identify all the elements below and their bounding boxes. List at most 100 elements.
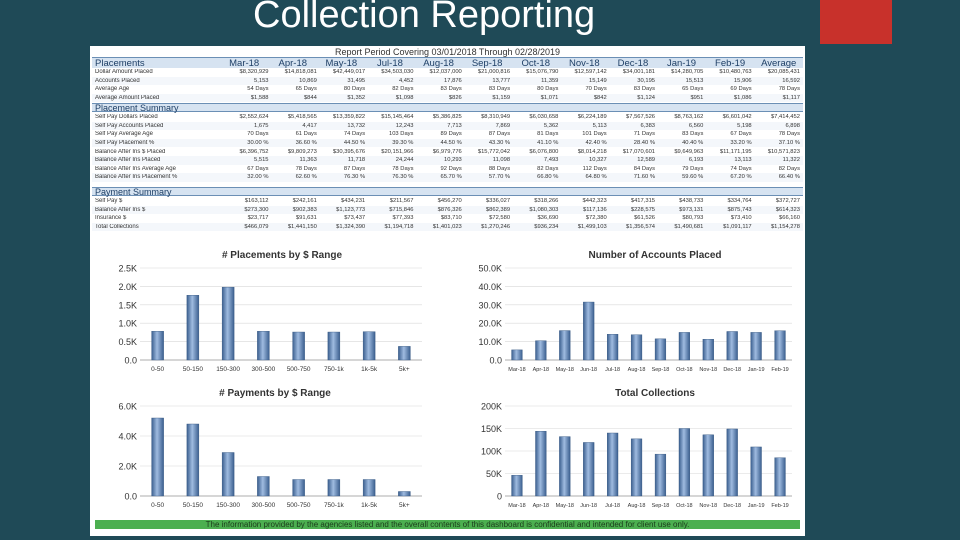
table-cell: 83 Days: [682, 131, 704, 138]
y-tick-label: 40.0K: [478, 282, 502, 292]
table-cell: 43.30 %: [488, 140, 511, 147]
bar: [257, 331, 270, 361]
table-cell: 44.50 %: [343, 140, 366, 147]
table-cell: $42,449,017: [332, 69, 366, 76]
table-cell: $336,027: [485, 198, 511, 205]
table-row: Balance After Ins $ Placed $6,396,752 $9,8…: [92, 147, 803, 156]
table-cell: 28.40 %: [633, 140, 656, 147]
table-cell: $30,395,676: [332, 148, 366, 155]
table-row: Self Pay $ $163,112 $242,161 $434,231 $211,5…: [92, 197, 803, 206]
bar: [630, 334, 643, 361]
bar: [151, 331, 164, 361]
table-cell: 24,244: [395, 157, 414, 164]
chart-title: # Placements by $ Range: [222, 250, 342, 261]
x-tick-label: Mar-18: [508, 503, 525, 509]
bar: [702, 339, 714, 361]
table-row: Average Amount Placed $1,588 $844 $1,352 $1,…: [92, 93, 803, 103]
x-tick-label: Nov-18: [699, 503, 717, 509]
table-row: Self Pay Dollars Placed $2,552,624 $5,418,…: [92, 113, 803, 122]
table-cell: 66.80 %: [537, 174, 559, 181]
table-cell: 13,732: [347, 122, 366, 129]
bar: [186, 295, 200, 361]
table-cell: 40.40 %: [682, 140, 704, 147]
table-cell: 15,513: [685, 77, 704, 84]
y-tick-label: 1.5K: [118, 300, 137, 310]
x-tick-label: 0-50: [151, 366, 164, 373]
x-tick-label: 150-300: [216, 502, 240, 509]
table-cell: $8,310,949: [481, 114, 511, 121]
table-cell: 67 Days: [730, 131, 752, 138]
x-tick-label: 5k+: [399, 366, 410, 373]
table-cell: 11,718: [347, 157, 366, 164]
table-cell: 37.10 %: [778, 140, 800, 147]
total-collections-chart: Total Collections 0 50K 100K 150K 200K Mar-18 A…: [481, 388, 792, 509]
table-cell: $10,571,823: [767, 148, 800, 155]
table-cell: 41.10 %: [537, 140, 559, 147]
table-cell: $417,315: [630, 198, 656, 205]
bar: [559, 436, 571, 497]
table-cell: 65.70 %: [440, 174, 462, 181]
table-cell: 76.30 %: [343, 174, 366, 181]
table-cell: 92 Days: [440, 165, 462, 172]
table-row: Balance After Ins Average Age 67 Days 78 D…: [92, 164, 803, 174]
x-tick-label: 750-1k: [324, 502, 345, 509]
table-cell: $163,112: [244, 198, 269, 205]
bar: [583, 442, 595, 497]
x-tick-label: Apr-18: [533, 367, 550, 373]
bar: [726, 428, 738, 497]
placement-summary-header: Placement Summary: [92, 103, 803, 113]
table-cell: $6,030,658: [529, 114, 559, 121]
table-row: Self Pay Average Age 70 Days 61 Days 74 Day…: [92, 130, 803, 139]
x-tick-label: Dec-18: [723, 503, 741, 509]
table-cell: $1,324,390: [336, 224, 366, 231]
x-tick-label: Nov-18: [699, 367, 717, 373]
bar: [362, 331, 376, 361]
table-cell: $10,480,763: [719, 69, 752, 76]
table-cell: $1,091,117: [723, 224, 752, 231]
bar: [678, 428, 690, 497]
column-header: Jan-19: [666, 57, 697, 69]
y-tick-label: 0.0: [124, 356, 137, 366]
table-cell: $951: [690, 95, 704, 102]
table-cell: 36.60 %: [295, 140, 317, 147]
x-tick-label: Aug-18: [628, 503, 646, 509]
table-cell: $8,320,929: [239, 69, 269, 76]
table-cell: 7,493: [543, 157, 559, 164]
table-cell: $1,194,718: [384, 224, 414, 231]
table-cell: $228,575: [630, 206, 656, 213]
confidentiality-footer: The information provided by the agencies…: [95, 520, 800, 529]
table-cell: 5,153: [254, 77, 269, 84]
x-tick-label: 5k+: [399, 502, 410, 509]
table-cell: $1,080,303: [529, 206, 559, 213]
table-cell: 87 Days: [488, 131, 511, 138]
y-tick-label: 0.0: [489, 356, 502, 366]
table-cell: $9,809,273: [287, 148, 317, 155]
row-label: Dollar Amount Placed: [95, 69, 153, 76]
table-cell: 1,675: [254, 122, 269, 129]
y-tick-label: 100K: [481, 447, 502, 457]
bar: [535, 340, 547, 361]
table-cell: $715,846: [389, 206, 414, 213]
bar: [535, 431, 547, 497]
x-tick-label: 0-50: [151, 502, 164, 509]
table-cell: 70 Days: [247, 131, 269, 138]
table-cell: $8,014,218: [577, 148, 607, 155]
table-cell: 78 Days: [778, 131, 800, 138]
bar: [726, 331, 738, 361]
bar: [678, 332, 690, 361]
table-cell: $8,763,162: [674, 114, 704, 121]
table-cell: $66,160: [779, 215, 800, 222]
table-cell: $80,793: [682, 215, 704, 222]
table-cell: $242,161: [292, 198, 317, 205]
table-cell: 69 Days: [730, 86, 752, 93]
bar: [292, 479, 305, 497]
table-cell: $1,117: [782, 95, 800, 102]
bar: [398, 346, 411, 361]
table-cell: 6,383: [640, 122, 656, 129]
table-cell: 66.40 %: [778, 174, 800, 181]
column-header: Aug-18: [423, 57, 454, 69]
x-tick-label: 1k-5k: [361, 366, 378, 373]
table-cell: $15,772,042: [477, 148, 511, 155]
x-tick-label: Sep-18: [652, 503, 670, 509]
table-cell: $73,437: [344, 215, 366, 222]
